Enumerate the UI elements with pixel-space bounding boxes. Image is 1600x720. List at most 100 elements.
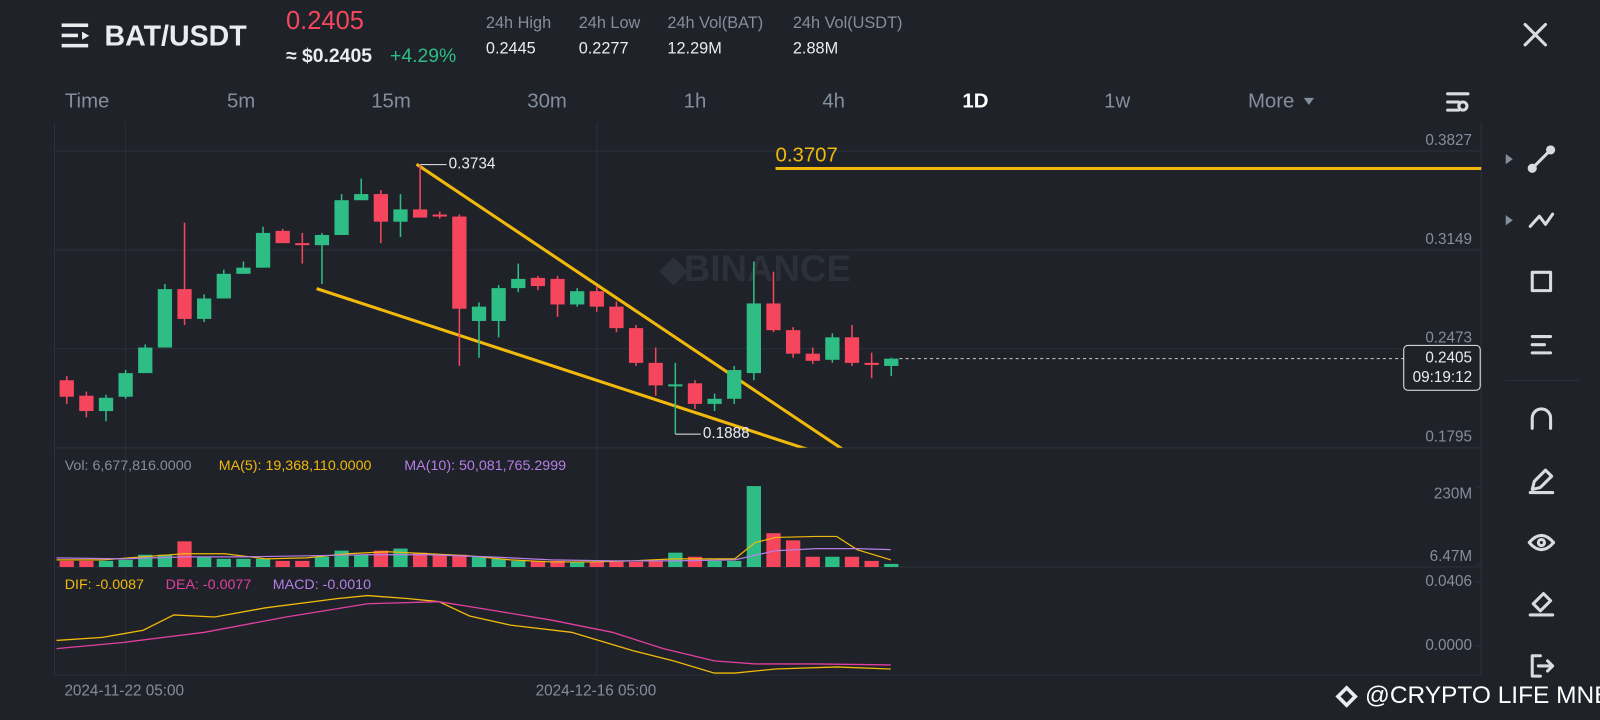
macd-tick-label: 0.0406 <box>1425 573 1472 590</box>
volume-bar <box>785 540 801 568</box>
volume-bar <box>471 556 487 568</box>
volume-bar <box>393 548 408 568</box>
dif-legend: DIF: -0.0087 <box>65 577 144 593</box>
more-caret[interactable] <box>1303 97 1314 106</box>
timeframe-tab[interactable]: 4h <box>822 90 845 112</box>
high-label: 0.3734 <box>449 156 496 173</box>
tool-magnet[interactable] <box>1530 407 1553 430</box>
volume-bar <box>373 550 388 568</box>
ma5-legend: MA(5): 19,368,110.0000 <box>219 458 372 474</box>
candle-body <box>825 337 840 360</box>
volume-bar <box>648 560 663 568</box>
macd-dif <box>56 594 891 674</box>
tool-visibility[interactable] <box>1527 533 1556 552</box>
candle-body <box>295 243 310 246</box>
last-price: 0.2405 <box>286 7 364 35</box>
candle-body <box>412 209 428 218</box>
stat-label: 24h Vol(USDT) <box>793 14 903 32</box>
tool-expand[interactable] <box>1505 153 1513 226</box>
volume-bar <box>864 560 879 568</box>
trend-lines[interactable] <box>316 162 858 459</box>
stat-value: 0.2277 <box>579 39 629 57</box>
volume-bar <box>255 558 271 568</box>
y-tick-label: 0.3149 <box>1425 231 1472 248</box>
close-button[interactable] <box>1523 22 1548 47</box>
candle-body <box>648 362 663 386</box>
volume-bar <box>314 556 330 568</box>
candle-body <box>79 395 94 412</box>
candle-body <box>157 289 173 348</box>
vol-legend: Vol: 6,677,816.0000 <box>65 458 192 474</box>
volume-bar <box>295 560 310 568</box>
price-usd: ≈ $0.2405 <box>286 45 372 67</box>
toolbar <box>1504 145 1580 678</box>
candle-body <box>373 194 388 222</box>
tool-fib[interactable] <box>1528 212 1555 228</box>
volume-bar <box>727 560 742 568</box>
chart-settings[interactable] <box>1446 92 1470 112</box>
dea-legend: DEA: -0.0077 <box>166 577 252 593</box>
y-tick-label: 0.3827 <box>1425 132 1472 149</box>
y-tick-label: 0.2473 <box>1425 330 1472 347</box>
candle-body <box>766 303 781 331</box>
candle-body <box>628 328 644 363</box>
vol-tick-label: 230M <box>1434 485 1472 502</box>
tool-line[interactable] <box>1527 145 1556 173</box>
price-tag-value: 0.2405 <box>1425 350 1472 367</box>
tool-eraser[interactable] <box>1528 592 1555 617</box>
candle-body <box>746 303 761 374</box>
macd-dea <box>56 601 891 666</box>
candle-body <box>844 337 860 363</box>
volume-bar <box>452 554 467 568</box>
timeframe-tab[interactable]: 1w <box>1104 90 1130 112</box>
timeframe-tab[interactable]: 30m <box>527 90 567 112</box>
candle-body <box>334 200 349 235</box>
volume-bar <box>570 561 585 568</box>
timeframe-tab[interactable]: More <box>1248 90 1294 112</box>
candle-body <box>609 306 624 329</box>
candle-body <box>236 267 251 274</box>
vol-ma5 <box>56 535 891 563</box>
volume-bar <box>609 561 624 568</box>
candle-body <box>864 362 879 365</box>
tool-exit[interactable] <box>1530 654 1555 678</box>
candle-body <box>727 370 742 399</box>
stat-value: 0.2445 <box>486 39 536 57</box>
stat-label: 24h Vol(BAT) <box>667 14 763 32</box>
candle-body <box>275 230 290 244</box>
stat-value: 12.29M <box>667 39 721 57</box>
timeframe-tab[interactable]: 1h <box>684 90 707 112</box>
volume-bar <box>432 554 447 568</box>
level-label: 0.3707 <box>776 145 838 167</box>
candle-body <box>550 278 565 305</box>
timeframe-tab[interactable]: 1D <box>962 90 988 112</box>
candle-body <box>491 288 506 321</box>
volume-bar <box>707 560 722 568</box>
volume-bar <box>98 560 114 568</box>
candle-body <box>570 291 585 305</box>
macd-tick-label: 0.0000 <box>1425 637 1472 654</box>
volume-bar <box>511 560 526 568</box>
x-tick-label: 2024-12-16 05:00 <box>536 682 657 699</box>
volume-bar <box>550 560 565 568</box>
volume-bar <box>354 554 369 568</box>
volume-bar <box>59 560 74 568</box>
volume-bar <box>275 560 290 568</box>
timeframe-tab[interactable]: Time <box>65 90 110 112</box>
timeframe-tab[interactable]: 5m <box>227 90 255 112</box>
y-tick-label: 0.1795 <box>1425 429 1472 446</box>
volume-bar <box>412 552 428 568</box>
tool-rect[interactable] <box>1530 270 1553 293</box>
menu-icon[interactable] <box>61 23 90 48</box>
price-change: +4.29% <box>390 45 456 67</box>
symbol[interactable]: BAT/USDT <box>104 20 247 52</box>
tool-pencil[interactable] <box>1528 468 1555 495</box>
candle-body <box>471 306 487 321</box>
timeframe-tab[interactable]: 15m <box>371 90 411 112</box>
tool-text[interactable] <box>1530 335 1553 355</box>
watermark: BINANCE <box>684 248 851 289</box>
candle-body <box>59 380 74 397</box>
candle-body <box>687 383 703 404</box>
volume-bar <box>334 550 349 568</box>
